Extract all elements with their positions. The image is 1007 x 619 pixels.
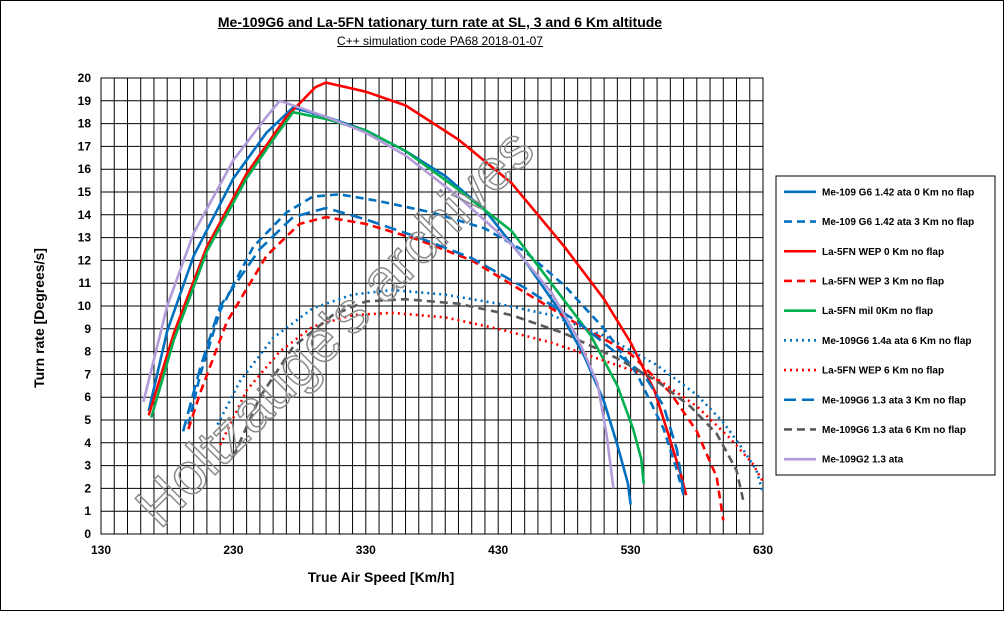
legend-label: Me-109G6 1.3 ata 3 Km no flap bbox=[822, 395, 966, 406]
series-line-2 bbox=[187, 193, 685, 496]
series-line-3 bbox=[147, 81, 688, 496]
y-tick-label: 11 bbox=[78, 276, 91, 290]
y-tick-label: 2 bbox=[84, 481, 91, 495]
y-tick-label: 12 bbox=[78, 253, 92, 267]
legend: Me-109 G6 1.42 ata 0 Km no flap Me-109 G6… bbox=[775, 175, 996, 476]
y-tick-label: 6 bbox=[84, 390, 91, 404]
x-tick-label: 230 bbox=[223, 543, 243, 557]
legend-label: Me-109G2 1.3 ata bbox=[822, 455, 904, 466]
series-line-5 bbox=[150, 110, 646, 484]
y-tick-label: 7 bbox=[84, 367, 91, 381]
legend-box bbox=[775, 175, 996, 476]
y-tick-label: 4 bbox=[84, 436, 91, 450]
legend-label: Me-109 G6 1.42 ata 3 Km no flap bbox=[822, 217, 974, 228]
x-tick-label: 330 bbox=[356, 543, 376, 557]
legend-label: Me-109G6 1.3 ata 6 Km no flap bbox=[822, 425, 966, 436]
chart-subtitle: C++ simulation code PA68 2018-01-07 bbox=[337, 34, 543, 48]
series-line-4 bbox=[187, 215, 725, 521]
y-tick-label: 18 bbox=[78, 117, 92, 131]
y-tick-label: 17 bbox=[78, 139, 92, 153]
x-axis-title: True Air Speed [Km/h] bbox=[308, 569, 455, 585]
series-line-9 bbox=[232, 297, 745, 501]
y-tick-label: 10 bbox=[78, 299, 92, 313]
y-tick-label: 16 bbox=[78, 162, 92, 176]
y-tick-label: 9 bbox=[84, 322, 91, 336]
x-tick-label: 630 bbox=[753, 543, 773, 557]
y-tick-label: 19 bbox=[78, 94, 92, 108]
y-tick-label: 3 bbox=[84, 459, 91, 473]
y-tick-label: 14 bbox=[78, 208, 92, 222]
legend-label: La-5FN WEP 3 Km no flap bbox=[822, 276, 944, 287]
y-tick-label: 1 bbox=[84, 504, 91, 518]
y-tick-label: 15 bbox=[78, 185, 92, 199]
x-tick-label: 130 bbox=[91, 543, 111, 557]
y-tick-label: 8 bbox=[84, 345, 91, 359]
legend-label: La-5FN WEP 6 Km no flap bbox=[822, 366, 944, 377]
series-line-6 bbox=[216, 288, 765, 494]
legend-label: Me-109G6 1.4a ata 6 Km no flap bbox=[822, 336, 972, 347]
legend-label: La-5FN WEP 0 Km no flap bbox=[822, 247, 944, 258]
x-tick-label: 430 bbox=[488, 543, 508, 557]
series-line-10 bbox=[142, 99, 615, 489]
series-line-8 bbox=[181, 206, 685, 494]
legend-label: La-5FN mil 0Km no flap bbox=[822, 306, 933, 317]
grid bbox=[100, 77, 764, 535]
x-tick-labels: 130 230 330 430 530 630 bbox=[91, 543, 773, 557]
y-tick-label: 13 bbox=[78, 231, 92, 245]
y-axis-title: Turn rate [Degrees/s] bbox=[31, 248, 47, 388]
legend-label: Me-109 G6 1.42 ata 0 Km no flap bbox=[822, 187, 974, 198]
series-lines bbox=[142, 81, 765, 521]
chart-title: Me-109G6 and La-5FN tationary turn rate … bbox=[217, 14, 663, 30]
x-tick-label: 530 bbox=[621, 543, 641, 557]
y-tick-label: 5 bbox=[84, 413, 91, 427]
y-tick-label: 20 bbox=[78, 71, 92, 85]
series-line-1 bbox=[147, 106, 632, 505]
y-tick-label: 0 bbox=[84, 527, 91, 541]
